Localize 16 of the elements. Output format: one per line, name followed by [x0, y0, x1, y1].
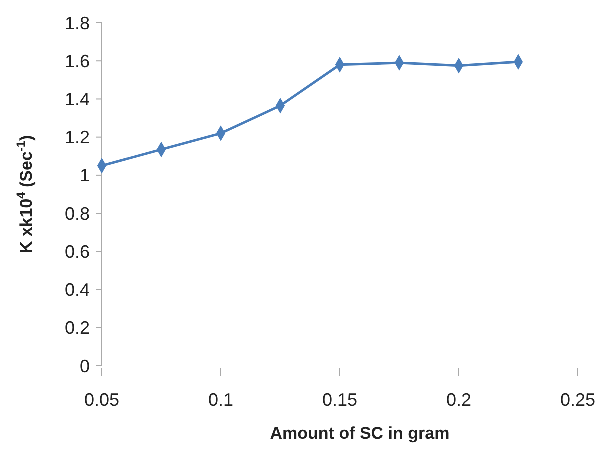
x-tick-label: 0.05	[84, 390, 120, 410]
x-axis-title: Amount of SC in gram	[270, 424, 450, 443]
y-tick-label: 0.2	[64, 318, 90, 338]
x-tick-label: 0.1	[208, 390, 234, 410]
y-tick-label: 0.8	[64, 204, 90, 224]
x-tick-label: 0.25	[560, 390, 596, 410]
y-tick-label: 0.6	[64, 242, 90, 262]
x-tick-label: 0.15	[322, 390, 358, 410]
y-tick-label: 1.4	[64, 90, 90, 110]
y-tick-label: 1.8	[64, 13, 90, 34]
x-tick-label: 0.2	[446, 390, 472, 410]
y-tick-label: 1.2	[64, 128, 90, 148]
y-tick-label: 1	[80, 166, 90, 186]
y-tick-label: 0	[80, 356, 90, 376]
y-tick-label: 1.6	[64, 51, 90, 72]
y-tick-label: 0.4	[64, 280, 90, 300]
